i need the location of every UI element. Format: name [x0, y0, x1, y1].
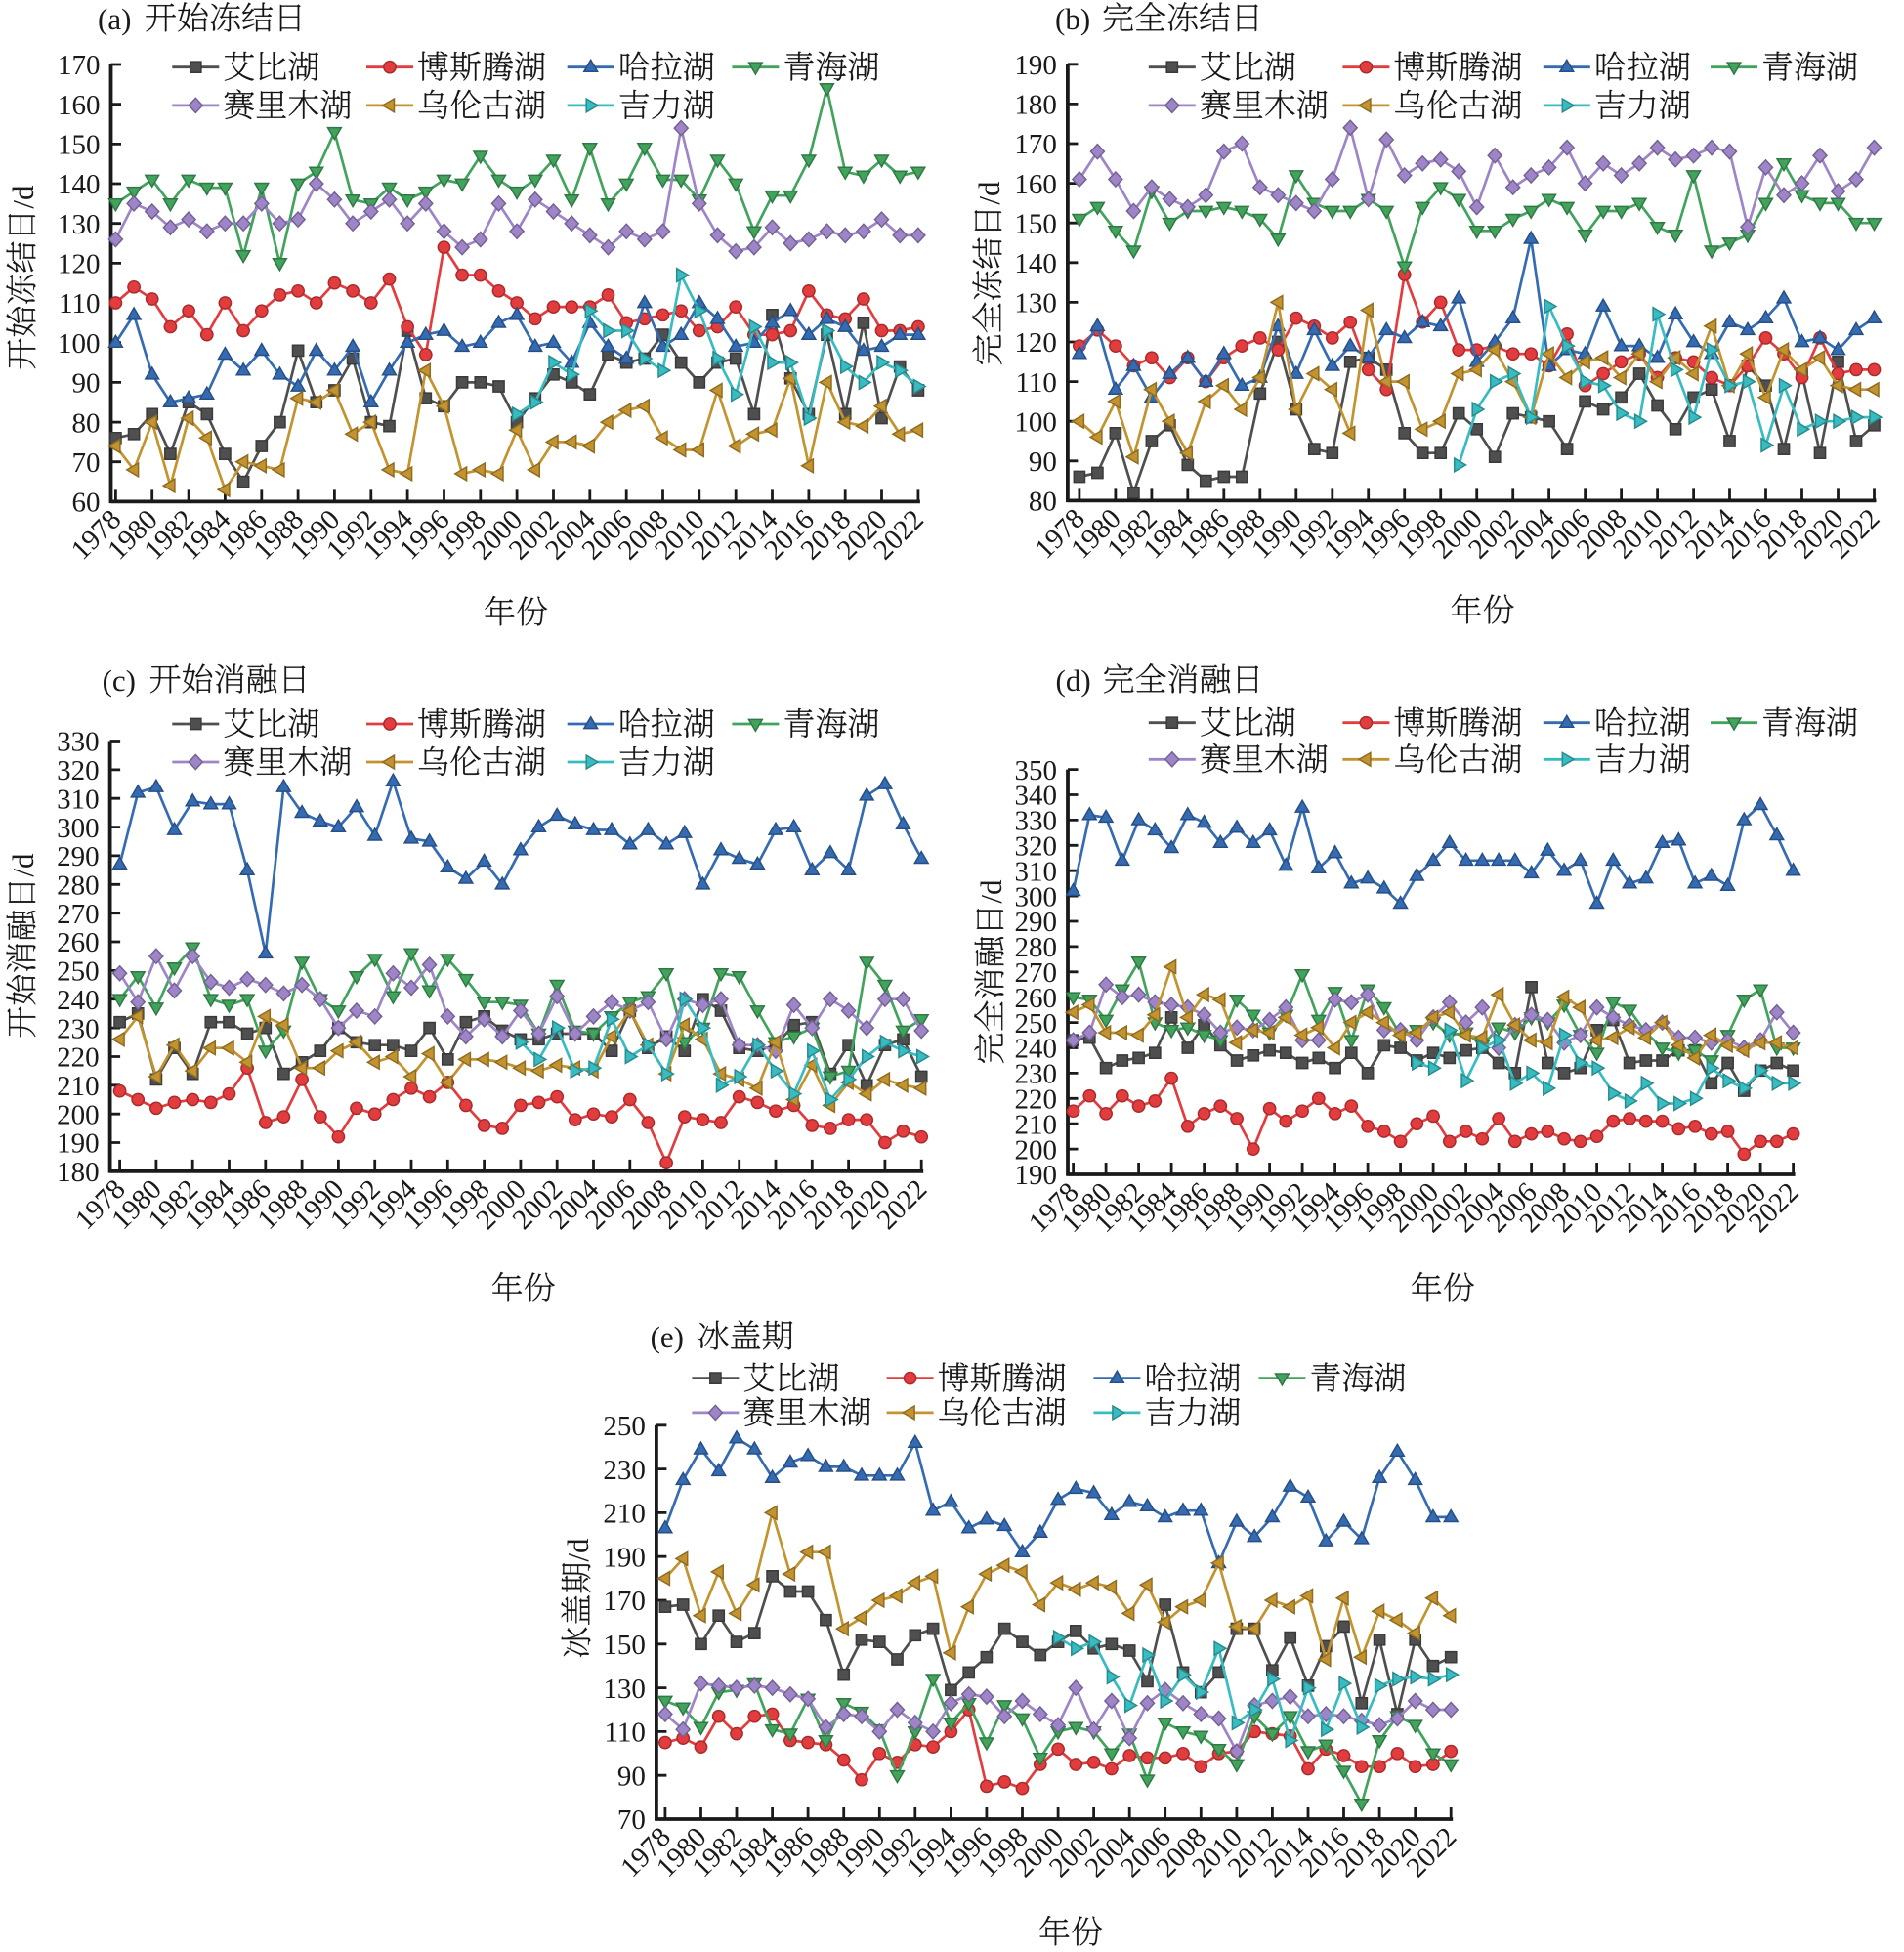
svg-text:190: 190: [1015, 1160, 1058, 1191]
svg-text:230: 230: [57, 1013, 100, 1044]
svg-text:280: 280: [57, 870, 100, 902]
svg-text:70: 70: [72, 447, 101, 479]
svg-text:80: 80: [72, 407, 101, 439]
svg-text:130: 130: [58, 209, 101, 240]
svg-text:240: 240: [1015, 1034, 1058, 1065]
svg-text:120: 120: [1014, 327, 1057, 359]
svg-text:(d): (d): [1056, 663, 1091, 698]
svg-text:320: 320: [1015, 831, 1058, 863]
svg-text:250: 250: [603, 1411, 646, 1442]
svg-text:300: 300: [57, 813, 100, 844]
svg-text:210: 210: [57, 1071, 100, 1102]
svg-text:130: 130: [1014, 288, 1057, 319]
svg-text:70: 70: [617, 1804, 646, 1836]
svg-text:260: 260: [1015, 983, 1058, 1014]
svg-text:/d: /d: [972, 181, 1006, 205]
svg-text:100: 100: [1014, 406, 1057, 438]
svg-text:200: 200: [1015, 1134, 1058, 1166]
svg-text:330: 330: [1015, 806, 1058, 837]
svg-text:210: 210: [603, 1499, 646, 1530]
svg-text:/d: /d: [6, 853, 40, 877]
svg-text:110: 110: [604, 1718, 645, 1749]
svg-text:340: 340: [1015, 781, 1058, 812]
svg-text:190: 190: [1014, 50, 1057, 81]
svg-text:250: 250: [57, 956, 100, 988]
svg-text:150: 150: [58, 130, 101, 161]
svg-text:240: 240: [57, 985, 100, 1016]
svg-text:190: 190: [603, 1542, 646, 1573]
svg-text:60: 60: [72, 488, 101, 519]
svg-text:320: 320: [57, 755, 100, 786]
svg-text:220: 220: [1015, 1084, 1058, 1116]
svg-text:160: 160: [1014, 169, 1057, 200]
svg-text:210: 210: [1015, 1109, 1058, 1140]
svg-text:/d: /d: [6, 185, 40, 209]
svg-text:160: 160: [58, 90, 101, 121]
svg-text:120: 120: [58, 249, 101, 280]
svg-text:(b): (b): [1055, 2, 1090, 36]
svg-text:230: 230: [1015, 1059, 1058, 1090]
svg-text:(a): (a): [98, 2, 131, 36]
svg-text:350: 350: [1015, 755, 1058, 786]
svg-text:300: 300: [1015, 881, 1058, 912]
svg-text:80: 80: [1029, 487, 1057, 518]
svg-text:90: 90: [1029, 446, 1057, 478]
svg-text:(c): (c): [103, 663, 136, 698]
svg-text:280: 280: [1015, 932, 1058, 963]
svg-text:90: 90: [617, 1761, 646, 1792]
svg-text:230: 230: [603, 1455, 646, 1486]
svg-text:170: 170: [603, 1586, 646, 1617]
svg-text:290: 290: [57, 841, 100, 872]
svg-text:140: 140: [1014, 248, 1057, 279]
svg-text:/d: /d: [561, 1538, 595, 1562]
svg-text:200: 200: [57, 1099, 100, 1130]
svg-text:270: 270: [1015, 957, 1058, 989]
svg-text:180: 180: [1014, 90, 1057, 121]
svg-text:150: 150: [603, 1630, 646, 1661]
svg-text:190: 190: [57, 1128, 100, 1160]
svg-text:290: 290: [1015, 907, 1058, 938]
svg-text:150: 150: [1014, 208, 1057, 239]
svg-text:(e): (e): [651, 1320, 684, 1354]
svg-text:170: 170: [58, 50, 101, 81]
svg-text:260: 260: [57, 927, 100, 958]
svg-text:110: 110: [1015, 367, 1056, 399]
svg-text:250: 250: [1015, 1008, 1058, 1040]
svg-text:170: 170: [1014, 129, 1057, 160]
svg-text:310: 310: [57, 784, 100, 815]
svg-text:330: 330: [57, 727, 100, 758]
svg-text:100: 100: [58, 328, 101, 360]
svg-text:/d: /d: [974, 879, 1008, 904]
svg-text:90: 90: [72, 368, 101, 400]
svg-text:270: 270: [57, 899, 100, 930]
svg-text:130: 130: [603, 1674, 646, 1705]
svg-text:140: 140: [58, 169, 101, 200]
svg-text:220: 220: [57, 1042, 100, 1074]
svg-text:110: 110: [59, 288, 100, 319]
svg-text:180: 180: [57, 1157, 100, 1188]
svg-text:310: 310: [1015, 856, 1058, 887]
